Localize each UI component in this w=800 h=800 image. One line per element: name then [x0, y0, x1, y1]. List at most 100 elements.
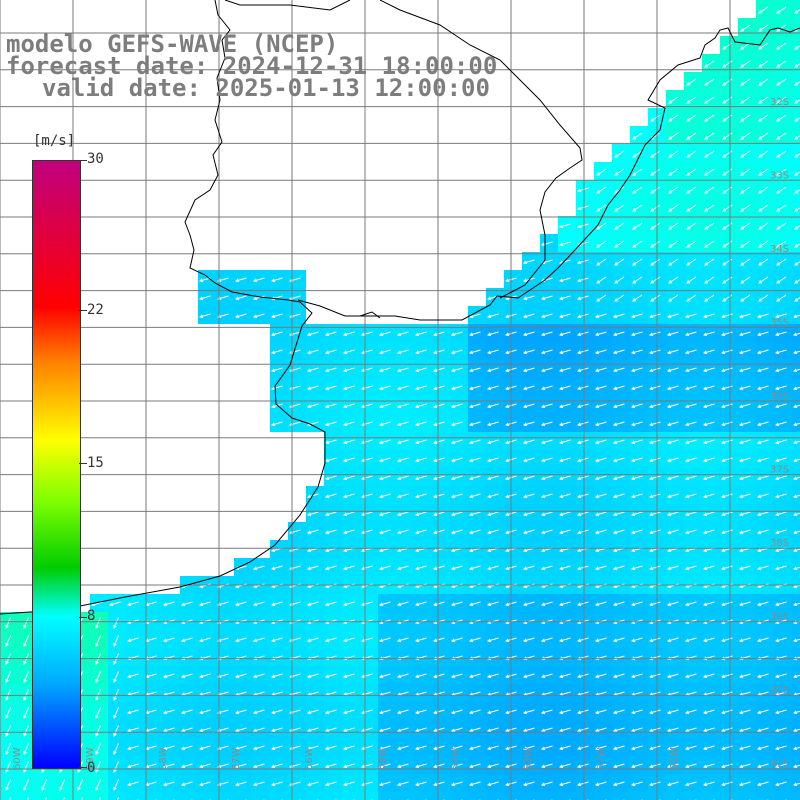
wind-arrow — [252, 781, 265, 787]
wind-arrow — [342, 727, 355, 733]
wind-arrow — [792, 332, 800, 337]
wind-arrow — [342, 511, 355, 517]
wind-arrow — [774, 637, 787, 643]
wind-arrow — [540, 385, 553, 391]
wind-arrow — [450, 709, 463, 715]
wind-arrow — [396, 493, 409, 499]
wind-arrow — [720, 475, 733, 481]
wind-arrow — [414, 763, 427, 769]
colorbar-label-8: 8 — [87, 608, 96, 624]
wind-arrow — [648, 331, 661, 337]
wind-arrow — [648, 601, 661, 607]
wind-cell — [792, 36, 800, 54]
wind-arrow — [432, 745, 445, 751]
wind-arrow — [23, 743, 29, 755]
wind-arrow — [558, 601, 571, 607]
wind-arrow — [522, 295, 535, 301]
wind-arrow — [756, 637, 769, 643]
wind-arrow — [468, 763, 481, 769]
wind-cell — [18, 792, 36, 800]
wind-arrow — [450, 493, 463, 499]
wind-cell — [738, 792, 756, 800]
wind-arrow — [126, 727, 139, 733]
wind-cell — [306, 792, 324, 800]
wind-arrow — [198, 637, 211, 643]
wind-cell — [684, 792, 702, 800]
wind-arrow — [630, 709, 643, 715]
wind-arrow — [648, 637, 661, 643]
wind-arrow — [740, 186, 751, 194]
latitude-label: 33S — [770, 171, 789, 182]
wind-arrow — [576, 709, 589, 715]
wind-arrow — [95, 725, 101, 737]
wind-arrow — [378, 673, 391, 679]
wind-arrow — [306, 367, 319, 373]
wind-cell — [288, 792, 306, 800]
wind-arrow — [540, 529, 553, 535]
wind-arrow — [396, 511, 409, 517]
wind-arrow — [432, 781, 445, 787]
colorbar-tick — [79, 463, 87, 464]
wind-arrow — [630, 421, 643, 427]
wind-arrow — [180, 709, 193, 715]
wind-arrow — [576, 511, 589, 517]
wind-arrow — [792, 548, 800, 553]
wind-cell — [594, 792, 612, 800]
wind-cell — [54, 792, 72, 800]
wind-arrow — [95, 671, 101, 683]
wind-arrow — [776, 258, 787, 266]
wind-arrow — [5, 617, 11, 629]
wind-arrow — [666, 781, 679, 787]
wind-arrow — [594, 421, 607, 427]
wind-arrow — [686, 78, 697, 86]
wind-arrow — [95, 779, 101, 791]
wind-arrow — [612, 763, 625, 769]
valid-date: valid date: 2025-01-13 12:00:00 — [42, 74, 490, 102]
wind-arrow — [702, 727, 715, 733]
wind-arrow — [738, 673, 751, 679]
wind-arrow — [792, 728, 800, 733]
wind-arrow — [180, 673, 193, 679]
wind-cell — [756, 792, 774, 800]
wind-arrow — [666, 763, 679, 769]
wind-arrow — [558, 385, 571, 391]
wind-arrow — [378, 781, 391, 787]
wind-arrow — [576, 475, 589, 481]
wind-cell — [558, 792, 576, 800]
wind-cell — [792, 162, 800, 180]
wind-cell — [162, 792, 180, 800]
wind-arrow — [558, 709, 571, 715]
wind-arrow — [360, 439, 373, 445]
wind-cell — [792, 288, 800, 306]
wind-arrow — [540, 475, 553, 481]
wind-arrow — [540, 493, 553, 499]
wind-arrow — [702, 601, 715, 607]
wind-arrow — [576, 367, 589, 373]
wind-arrow — [756, 367, 769, 373]
wind-arrow — [198, 601, 211, 607]
wind-arrow — [342, 601, 355, 607]
wind-arrow — [702, 439, 715, 445]
wind-arrow — [126, 709, 139, 715]
wind-arrow — [720, 565, 733, 571]
wind-arrow — [576, 385, 589, 391]
wind-arrow — [234, 601, 247, 607]
wind-arrow — [396, 421, 409, 427]
wind-arrow — [720, 601, 733, 607]
wind-arrow — [666, 349, 679, 355]
wind-arrow — [776, 168, 787, 176]
wind-arrow — [792, 440, 800, 445]
wind-arrow — [792, 350, 800, 355]
wind-arrow — [702, 745, 715, 751]
longitude-label: 55W — [377, 747, 388, 770]
wind-arrow — [5, 671, 11, 683]
wind-arrow — [738, 763, 751, 769]
wind-arrow — [360, 781, 373, 787]
wind-arrow — [468, 727, 481, 733]
wind-arrow — [630, 475, 643, 481]
wind-arrow — [576, 529, 589, 535]
wind-arrow — [414, 403, 427, 409]
wind-arrow — [468, 457, 481, 463]
wind-arrow — [720, 457, 733, 463]
wind-arrow — [774, 709, 787, 715]
